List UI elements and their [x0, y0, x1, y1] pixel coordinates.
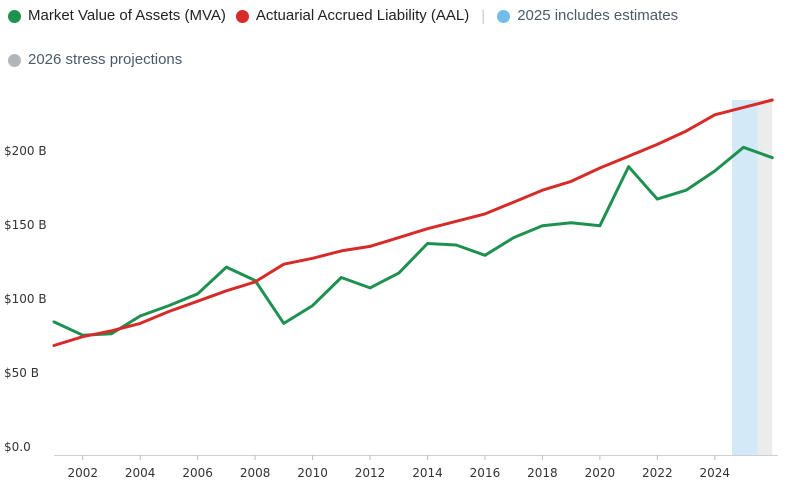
legend-label-stress: 2026 stress projections	[28, 51, 183, 68]
estimates-legend-dot-icon	[497, 9, 511, 23]
x-tick-label: 2018	[527, 466, 558, 480]
x-axis: 2002 2004 2006 2008 2010 2012 2014 2016 2018 2020…	[67, 455, 730, 480]
y-axis: $0.0 $50 B $100 B $150 B $200 B	[4, 144, 47, 454]
chart-legend: Market Value of Assets (MVA) Actuarial A…	[8, 6, 778, 70]
shaded-region-1	[757, 100, 773, 455]
y-tick-label: $50 B	[4, 366, 39, 380]
shaded-regions	[732, 100, 773, 455]
stress-legend-dot-icon	[8, 53, 21, 67]
x-tick-label: 2006	[182, 466, 213, 480]
legend-item-aal[interactable]: Actuarial Accrued Liability (AAL)	[235, 6, 470, 26]
legend-label-estimates: 2025 includes estimates	[517, 7, 679, 24]
legend-label-aal: Actuarial Accrued Liability (AAL)	[255, 7, 470, 24]
series-line-mva[interactable]	[52, 145, 774, 337]
mva-legend-dot-icon	[8, 9, 21, 23]
x-tick-label: 2012	[355, 466, 386, 480]
legend-item-stress[interactable]: 2026 stress projections	[8, 50, 182, 70]
shaded-region-0	[732, 100, 758, 455]
x-tick-label: 2022	[642, 466, 673, 480]
x-tick-label: 2010	[297, 466, 328, 480]
x-tick-label: 2002	[67, 466, 98, 480]
legend-separator: |	[481, 7, 486, 25]
y-tick-label: $100 B	[4, 292, 47, 306]
x-tick-label: 2024	[700, 466, 731, 480]
aal-legend-dot-icon	[235, 9, 249, 23]
series-lines	[52, 98, 774, 347]
x-tick-label: 2008	[240, 466, 271, 480]
legend-label-mva: Market Value of Assets (MVA)	[28, 7, 226, 24]
y-tick-label: $200 B	[4, 144, 47, 158]
y-tick-label: $150 B	[4, 218, 47, 232]
x-tick-label: 2004	[125, 466, 156, 480]
x-tick-label: 2020	[585, 466, 616, 480]
legend-item-estimates[interactable]: 2025 includes estimates	[497, 6, 678, 26]
legend-item-mva[interactable]: Market Value of Assets (MVA)	[8, 6, 226, 26]
y-tick-label: $0.0	[4, 440, 31, 454]
x-tick-label: 2016	[470, 466, 501, 480]
series-line-aal[interactable]	[52, 98, 774, 347]
x-tick-label: 2014	[412, 466, 443, 480]
